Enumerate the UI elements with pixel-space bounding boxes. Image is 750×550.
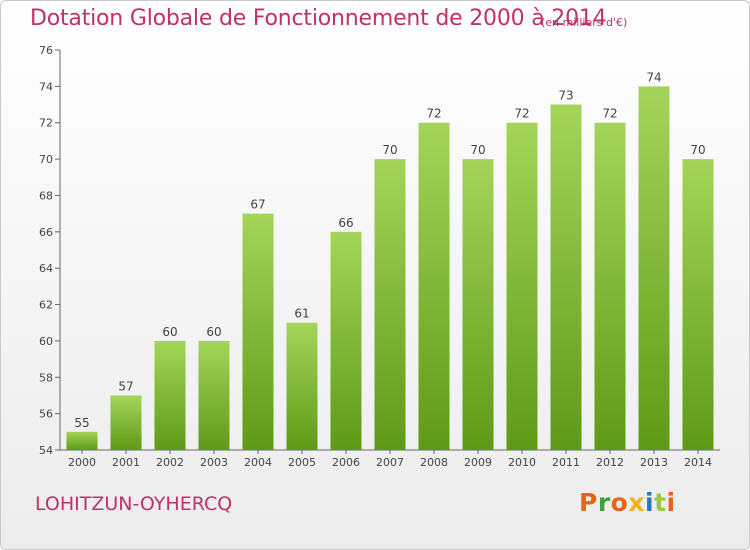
data-label: 72	[426, 107, 441, 121]
y-tick-label: 70	[39, 153, 53, 166]
chart-title: Dotation Globale de Fonctionnement de 20…	[30, 6, 607, 31]
y-tick-label: 58	[39, 371, 53, 384]
bar	[550, 104, 582, 450]
bar	[374, 159, 406, 450]
logo-letter: r	[597, 488, 611, 517]
x-tick-label: 2006	[332, 456, 360, 469]
y-tick-label: 68	[39, 189, 53, 202]
bar	[506, 122, 538, 451]
x-tick-label: 2007	[376, 456, 404, 469]
data-label: 72	[514, 107, 529, 121]
commune-name: LOHITZUN-OYHERCQ	[35, 493, 233, 515]
data-label: 70	[690, 143, 705, 157]
bar-series	[66, 86, 714, 451]
data-labels: 55 57 60 60 67 61 66 70 72 70 72 73 72 74 70	[74, 70, 705, 429]
y-tick-label: 64	[39, 262, 53, 275]
data-label: 66	[338, 216, 353, 230]
bar	[110, 395, 142, 450]
y-tick-label: 54	[39, 444, 53, 457]
bar	[418, 122, 450, 451]
bar	[66, 431, 98, 450]
bar	[682, 159, 714, 450]
data-label: 70	[470, 143, 485, 157]
x-tick-label: 2011	[552, 456, 580, 469]
x-tick-label: 2014	[684, 456, 712, 469]
bar	[594, 122, 626, 451]
data-label: 70	[382, 143, 397, 157]
logo-letter: P	[579, 488, 598, 517]
bar	[638, 86, 670, 450]
logo-letter: i	[645, 488, 655, 517]
data-label: 74	[646, 70, 661, 84]
x-tick-label: 2000	[68, 456, 96, 469]
x-tick-label: 2002	[156, 456, 184, 469]
y-tick-label: 76	[39, 44, 53, 57]
data-label: 72	[602, 107, 617, 121]
x-tick-label: 2005	[288, 456, 316, 469]
x-tick-label: 2013	[640, 456, 668, 469]
logo-letter: i	[666, 488, 676, 517]
x-tick-label: 2001	[112, 456, 140, 469]
bar	[286, 322, 318, 450]
x-tick-label: 2004	[244, 456, 272, 469]
data-label: 60	[206, 325, 221, 339]
y-tick-label: 66	[39, 226, 53, 239]
bar	[462, 159, 494, 450]
chart-unit-label: (en milliers d'€)	[541, 16, 628, 29]
y-tick-label: 62	[39, 299, 53, 312]
data-label: 73	[558, 89, 573, 103]
x-tick-label: 2010	[508, 456, 536, 469]
data-label: 60	[162, 325, 177, 339]
logo-letter: x	[628, 488, 645, 517]
proxiti-logo[interactable]: Proxiti	[579, 488, 676, 517]
x-tick-label: 2003	[200, 456, 228, 469]
y-tick-label: 56	[39, 408, 53, 421]
data-label: 61	[294, 307, 309, 321]
logo-letter: t	[654, 488, 667, 517]
bar	[330, 231, 362, 450]
x-tick-label: 2012	[596, 456, 624, 469]
x-tick-label: 2009	[464, 456, 492, 469]
bar	[198, 340, 230, 450]
bar	[242, 213, 274, 450]
x-tick-label: 2008	[420, 456, 448, 469]
bar	[154, 340, 186, 450]
y-tick-label: 72	[39, 117, 53, 130]
data-label: 57	[118, 379, 133, 393]
data-label: 55	[74, 416, 89, 430]
y-tick-label: 74	[39, 80, 53, 93]
logo-letter: o	[610, 488, 629, 517]
y-tick-label: 60	[39, 335, 53, 348]
data-label: 67	[250, 198, 265, 212]
